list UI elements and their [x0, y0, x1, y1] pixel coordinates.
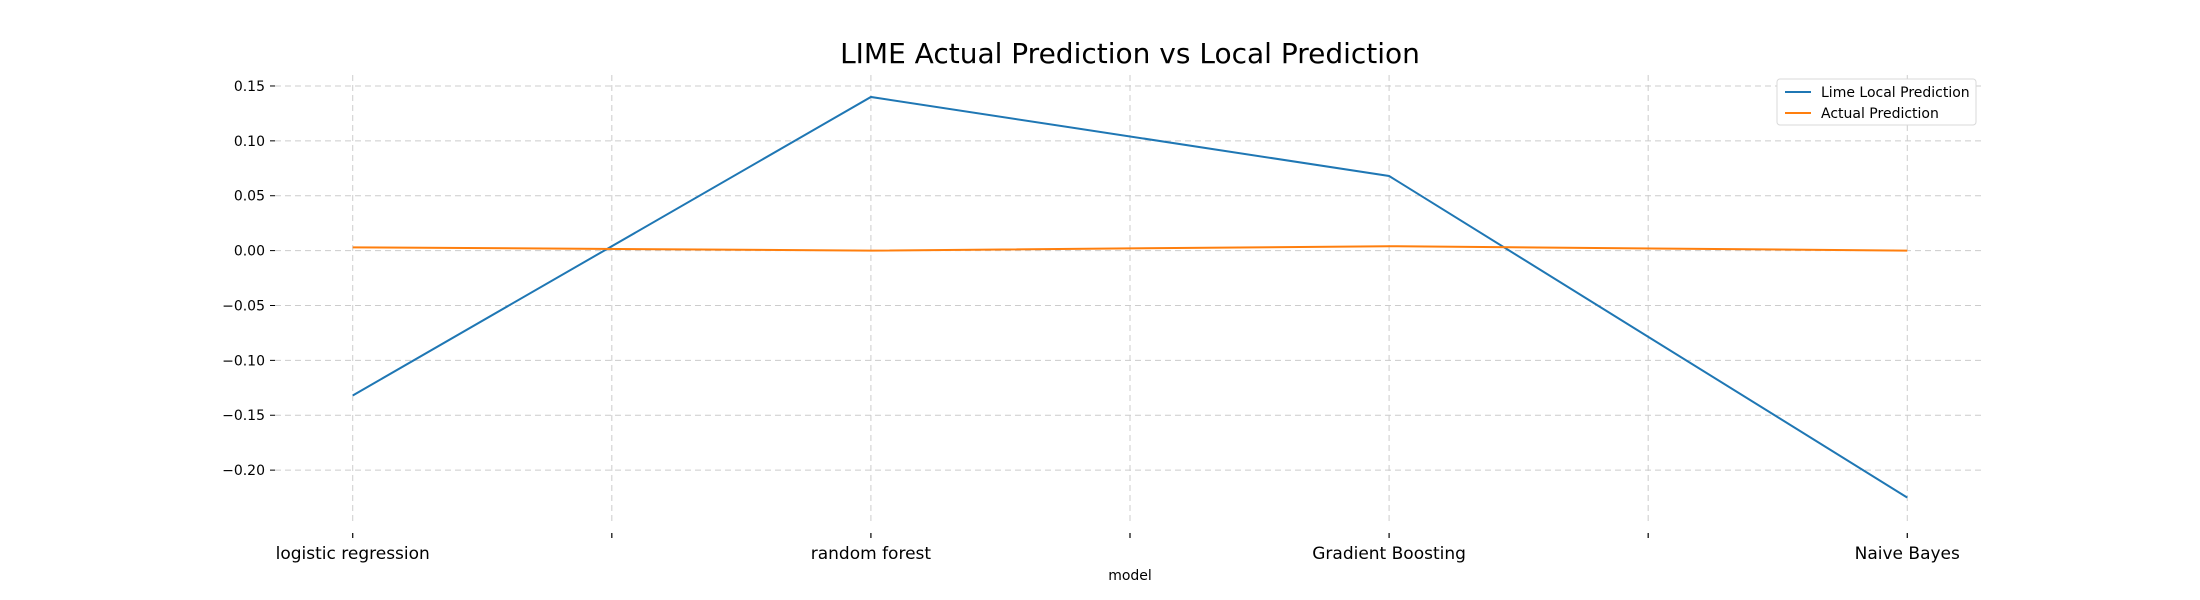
x-tick-label: logistic regression — [276, 544, 430, 564]
series-line-1 — [352, 245, 1908, 252]
legend-label: Lime Local Prediction — [1821, 85, 1970, 101]
x-tick-label: Gradient Boosting — [1312, 544, 1466, 564]
y-tick-label: 0.00 — [234, 244, 265, 260]
y-tick-label: −0.05 — [222, 298, 265, 314]
x-axis-label: model — [1108, 568, 1152, 584]
y-tick-label: −0.10 — [222, 353, 265, 369]
y-tick-label: −0.20 — [222, 463, 265, 479]
x-tick-label: Naive Bayes — [1855, 544, 1960, 564]
y-axis: −0.20 −0.15 −0.10 −0.05 0.00 0.05 0.10 0.15 — [222, 79, 275, 479]
y-tick-label: 0.15 — [234, 79, 265, 95]
series-line-0 — [352, 95, 1908, 499]
x-tick-label: random forest — [811, 544, 932, 564]
x-axis: logistic regression random forest Gradient… — [276, 533, 1960, 564]
legend: Lime Local Prediction Actual Prediction — [1776, 78, 1977, 126]
legend-box — [1776, 78, 1977, 126]
legend-label: Actual Prediction — [1821, 106, 1939, 122]
y-tick-label: 0.10 — [234, 134, 265, 150]
series-lines — [352, 95, 1908, 499]
chart-title: LIME Actual Prediction vs Local Predicti… — [840, 37, 1420, 70]
grid — [275, 75, 1985, 525]
y-tick-label: −0.15 — [222, 408, 265, 424]
y-tick-label: 0.05 — [234, 189, 265, 205]
